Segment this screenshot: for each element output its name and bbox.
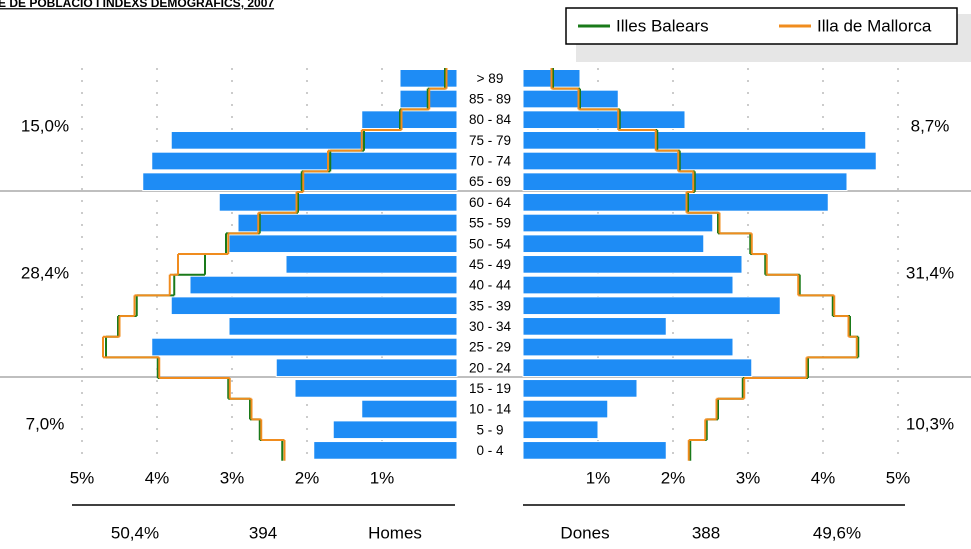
x-tick-label: 3% [220, 468, 245, 487]
bar [522, 151, 877, 171]
bar [522, 441, 667, 460]
bar [151, 337, 458, 357]
age-label: 0 - 4 [476, 443, 504, 458]
age-label: 55 - 59 [469, 216, 511, 231]
legend [565, 7, 958, 45]
legend-label: Illes Balears [616, 16, 709, 35]
group-share-label: 15,0% [21, 116, 69, 135]
footer-label: 50,4% [111, 523, 159, 542]
bar [522, 213, 714, 233]
age-label: 30 - 34 [469, 319, 512, 334]
age-label: 10 - 14 [469, 402, 512, 417]
x-tick-label: 4% [145, 468, 170, 487]
bar [170, 131, 458, 150]
age-label: 70 - 74 [469, 154, 512, 169]
legend-label: Illa de Mallorca [817, 16, 932, 35]
bar [522, 255, 743, 274]
bar [522, 110, 686, 130]
bar [522, 379, 638, 398]
bar [170, 296, 458, 316]
bar [522, 172, 848, 192]
bar [189, 275, 458, 295]
footer-label: 388 [692, 523, 720, 542]
chart-title: E DE POBLACIÓ I ÍNDEXS DEMOGRÀFICS, 2007 [0, 0, 274, 10]
x-tick-label: 1% [586, 468, 611, 487]
age-label: 75 - 79 [469, 133, 511, 148]
age-label: 25 - 29 [469, 340, 511, 355]
bar [275, 358, 458, 378]
bar [294, 379, 458, 398]
bar [522, 399, 609, 419]
bar [522, 131, 867, 150]
age-label: 35 - 39 [469, 298, 511, 313]
bar [228, 317, 458, 336]
bar [332, 420, 458, 440]
age-label: 45 - 49 [469, 257, 511, 272]
group-share-label: 8,7% [911, 116, 950, 135]
group-share-label: 28,4% [21, 263, 69, 282]
x-tick-label: 5% [70, 468, 95, 487]
footer-label: Homes [368, 523, 422, 542]
footer-label: Dones [560, 523, 609, 542]
bar [151, 151, 458, 171]
age-label: 60 - 64 [469, 195, 512, 210]
bar [237, 213, 458, 233]
x-tick-label: 5% [886, 468, 911, 487]
bar [142, 172, 458, 192]
age-label: 20 - 24 [469, 360, 512, 375]
bar [228, 234, 458, 254]
bar [522, 337, 734, 357]
age-label: 50 - 54 [469, 236, 512, 251]
group-share-label: 7,0% [26, 414, 65, 433]
age-label: > 89 [477, 71, 504, 86]
group-share-label: 31,4% [906, 263, 954, 282]
bar [361, 110, 458, 130]
x-tick-label: 3% [736, 468, 761, 487]
footer-label: 394 [249, 523, 277, 542]
x-tick-label: 4% [811, 468, 836, 487]
bar [522, 358, 753, 378]
age-label: 15 - 19 [469, 381, 511, 396]
age-label: 85 - 89 [469, 92, 511, 107]
footer-label: 49,6% [813, 523, 861, 542]
bar [399, 69, 458, 88]
bar [361, 399, 458, 419]
age-label: 40 - 44 [469, 278, 512, 293]
bar [218, 193, 458, 212]
bar [522, 296, 781, 316]
bar [313, 441, 458, 460]
bar [522, 275, 734, 295]
x-tick-label: 1% [370, 468, 395, 487]
age-label: 5 - 9 [476, 422, 503, 437]
group-share-label: 10,3% [906, 414, 954, 433]
bar [285, 255, 458, 274]
age-label: 80 - 84 [469, 112, 512, 127]
bar [522, 193, 829, 212]
bar [522, 89, 619, 109]
bar [522, 317, 667, 336]
age-label: 65 - 69 [469, 174, 511, 189]
bar [522, 234, 705, 254]
x-tick-label: 2% [295, 468, 320, 487]
x-tick-label: 2% [661, 468, 686, 487]
bar [522, 420, 599, 440]
